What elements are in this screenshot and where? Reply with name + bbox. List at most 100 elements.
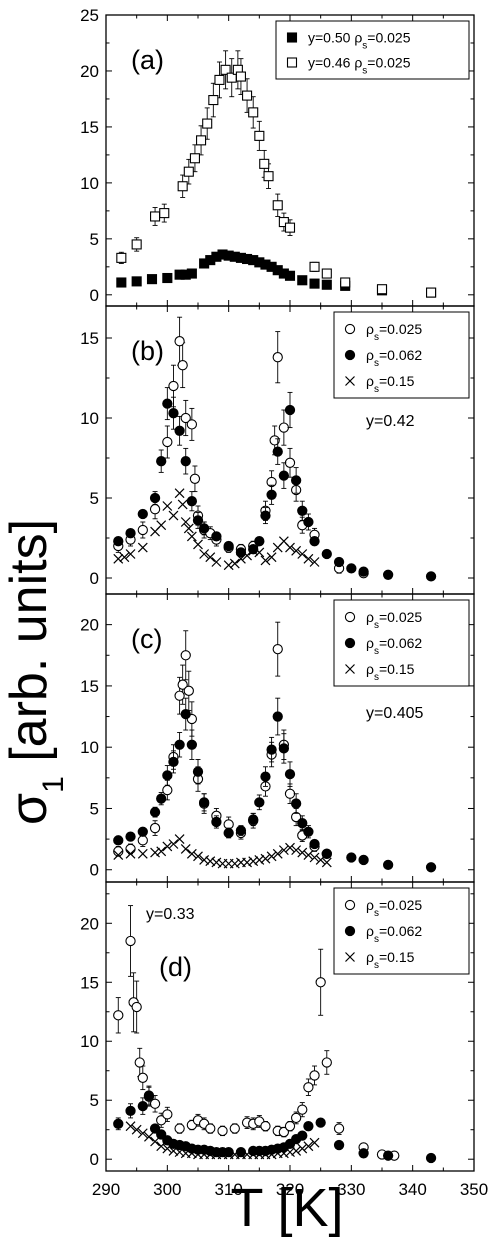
panel-annotation: y=0.405: [366, 705, 423, 722]
data-point: [168, 756, 179, 768]
legend-entry: ρs=0.025: [366, 321, 422, 343]
data-point: [156, 1129, 167, 1140]
series-3: [113, 834, 332, 869]
legend: ρs=0.025 ρs=0.062 ρs=0.15: [333, 887, 470, 975]
data-point: [192, 515, 204, 526]
data-point: [260, 555, 271, 566]
data-point: [278, 845, 289, 856]
data-point: [266, 489, 277, 500]
data-point: [208, 95, 219, 106]
data-point: [162, 436, 173, 448]
legend-marker: [344, 899, 356, 911]
data-point: [278, 217, 289, 228]
data-point: [131, 1001, 142, 1013]
panel-label: (c): [131, 624, 162, 654]
panel-1: 0 5 10 15 20 25 (a) y=0.50 ρs=0.025 y=0.46 ρs=0.…: [80, 6, 475, 307]
legend-marker: [344, 925, 356, 937]
legend-entry: ρs=0.062: [366, 347, 422, 369]
data-point: [146, 274, 158, 285]
data-point: [260, 1121, 271, 1132]
legend-marker: [344, 349, 356, 361]
legend-entry: y=0.46 ρs=0.025: [308, 55, 411, 77]
data-point: [186, 268, 197, 279]
data-point: [150, 211, 161, 222]
data-point: [156, 793, 167, 804]
data-point: [162, 1143, 173, 1154]
data-point: [229, 858, 240, 869]
legend-marker: [344, 611, 356, 623]
y-tick-label: 0: [90, 1150, 99, 1169]
series-3: [113, 488, 320, 571]
data-point: [113, 835, 124, 846]
data-point: [297, 1130, 308, 1141]
data-point: [290, 798, 302, 809]
data-point: [168, 1146, 179, 1156]
data-point: [248, 814, 259, 825]
data-point: [425, 571, 437, 582]
data-point: [198, 797, 210, 808]
data-point: [205, 856, 216, 867]
data-point: [284, 788, 296, 799]
panel-label: (a): [131, 45, 164, 75]
data-point: [113, 850, 124, 860]
data-point: [297, 1104, 308, 1115]
data-point: [284, 222, 296, 233]
x-tick-label: 300: [153, 1180, 181, 1199]
data-point: [174, 336, 185, 347]
data-point: [180, 650, 191, 661]
data-point: [137, 826, 148, 837]
series-2: [116, 50, 437, 298]
data-point: [321, 268, 332, 279]
data-point: [180, 843, 191, 854]
data-point: [159, 208, 170, 219]
panel-3: 0 5 10 15 20 (c) y=0.405 ρs=0.025 ρs=0.062 ρs=0.1…: [80, 593, 475, 883]
data-point: [177, 181, 188, 192]
data-point: [303, 516, 314, 528]
data-point: [266, 744, 277, 755]
data-point: [202, 118, 213, 129]
data-point: [248, 856, 259, 867]
y-tick-label: 5: [90, 230, 99, 249]
data-point: [162, 501, 173, 511]
y-tick-label: 10: [80, 409, 99, 428]
data-point: [254, 130, 265, 141]
data-point: [358, 854, 369, 866]
data-point: [291, 845, 302, 856]
data-point: [321, 857, 332, 868]
data-point: [303, 850, 314, 860]
data-point: [113, 553, 124, 564]
data-point: [425, 862, 437, 873]
data-point: [174, 1123, 185, 1134]
data-point: [229, 1123, 240, 1134]
legend: ρs=0.025 ρs=0.062 ρs=0.15: [333, 311, 470, 399]
data-point: [284, 270, 296, 281]
data-point: [297, 549, 308, 559]
data-point: [119, 552, 130, 563]
data-point: [168, 380, 179, 392]
data-point: [223, 819, 234, 830]
data-point: [137, 508, 148, 520]
data-point: [137, 835, 148, 846]
data-point: [125, 843, 136, 855]
data-point: [278, 470, 290, 481]
data-point: [235, 547, 247, 558]
data-point: [425, 1152, 437, 1164]
data-point: [211, 531, 222, 542]
y-axis-label-rest: [arb. units]: [0, 519, 58, 776]
data-point: [376, 284, 388, 295]
data-point: [199, 549, 210, 559]
legend-marker: [344, 637, 356, 649]
data-point: [174, 834, 185, 845]
data-point: [156, 520, 167, 531]
x-tick-label: 330: [337, 1180, 365, 1199]
data-point: [309, 261, 320, 272]
data-point: [168, 408, 179, 419]
data-point: [116, 277, 127, 288]
y-tick-label: 10: [80, 738, 99, 757]
legend-marker: [345, 664, 355, 674]
data-point: [272, 200, 283, 211]
data-point: [284, 769, 296, 780]
data-point: [254, 536, 265, 547]
data-point: [149, 504, 161, 515]
data-point: [174, 739, 185, 750]
